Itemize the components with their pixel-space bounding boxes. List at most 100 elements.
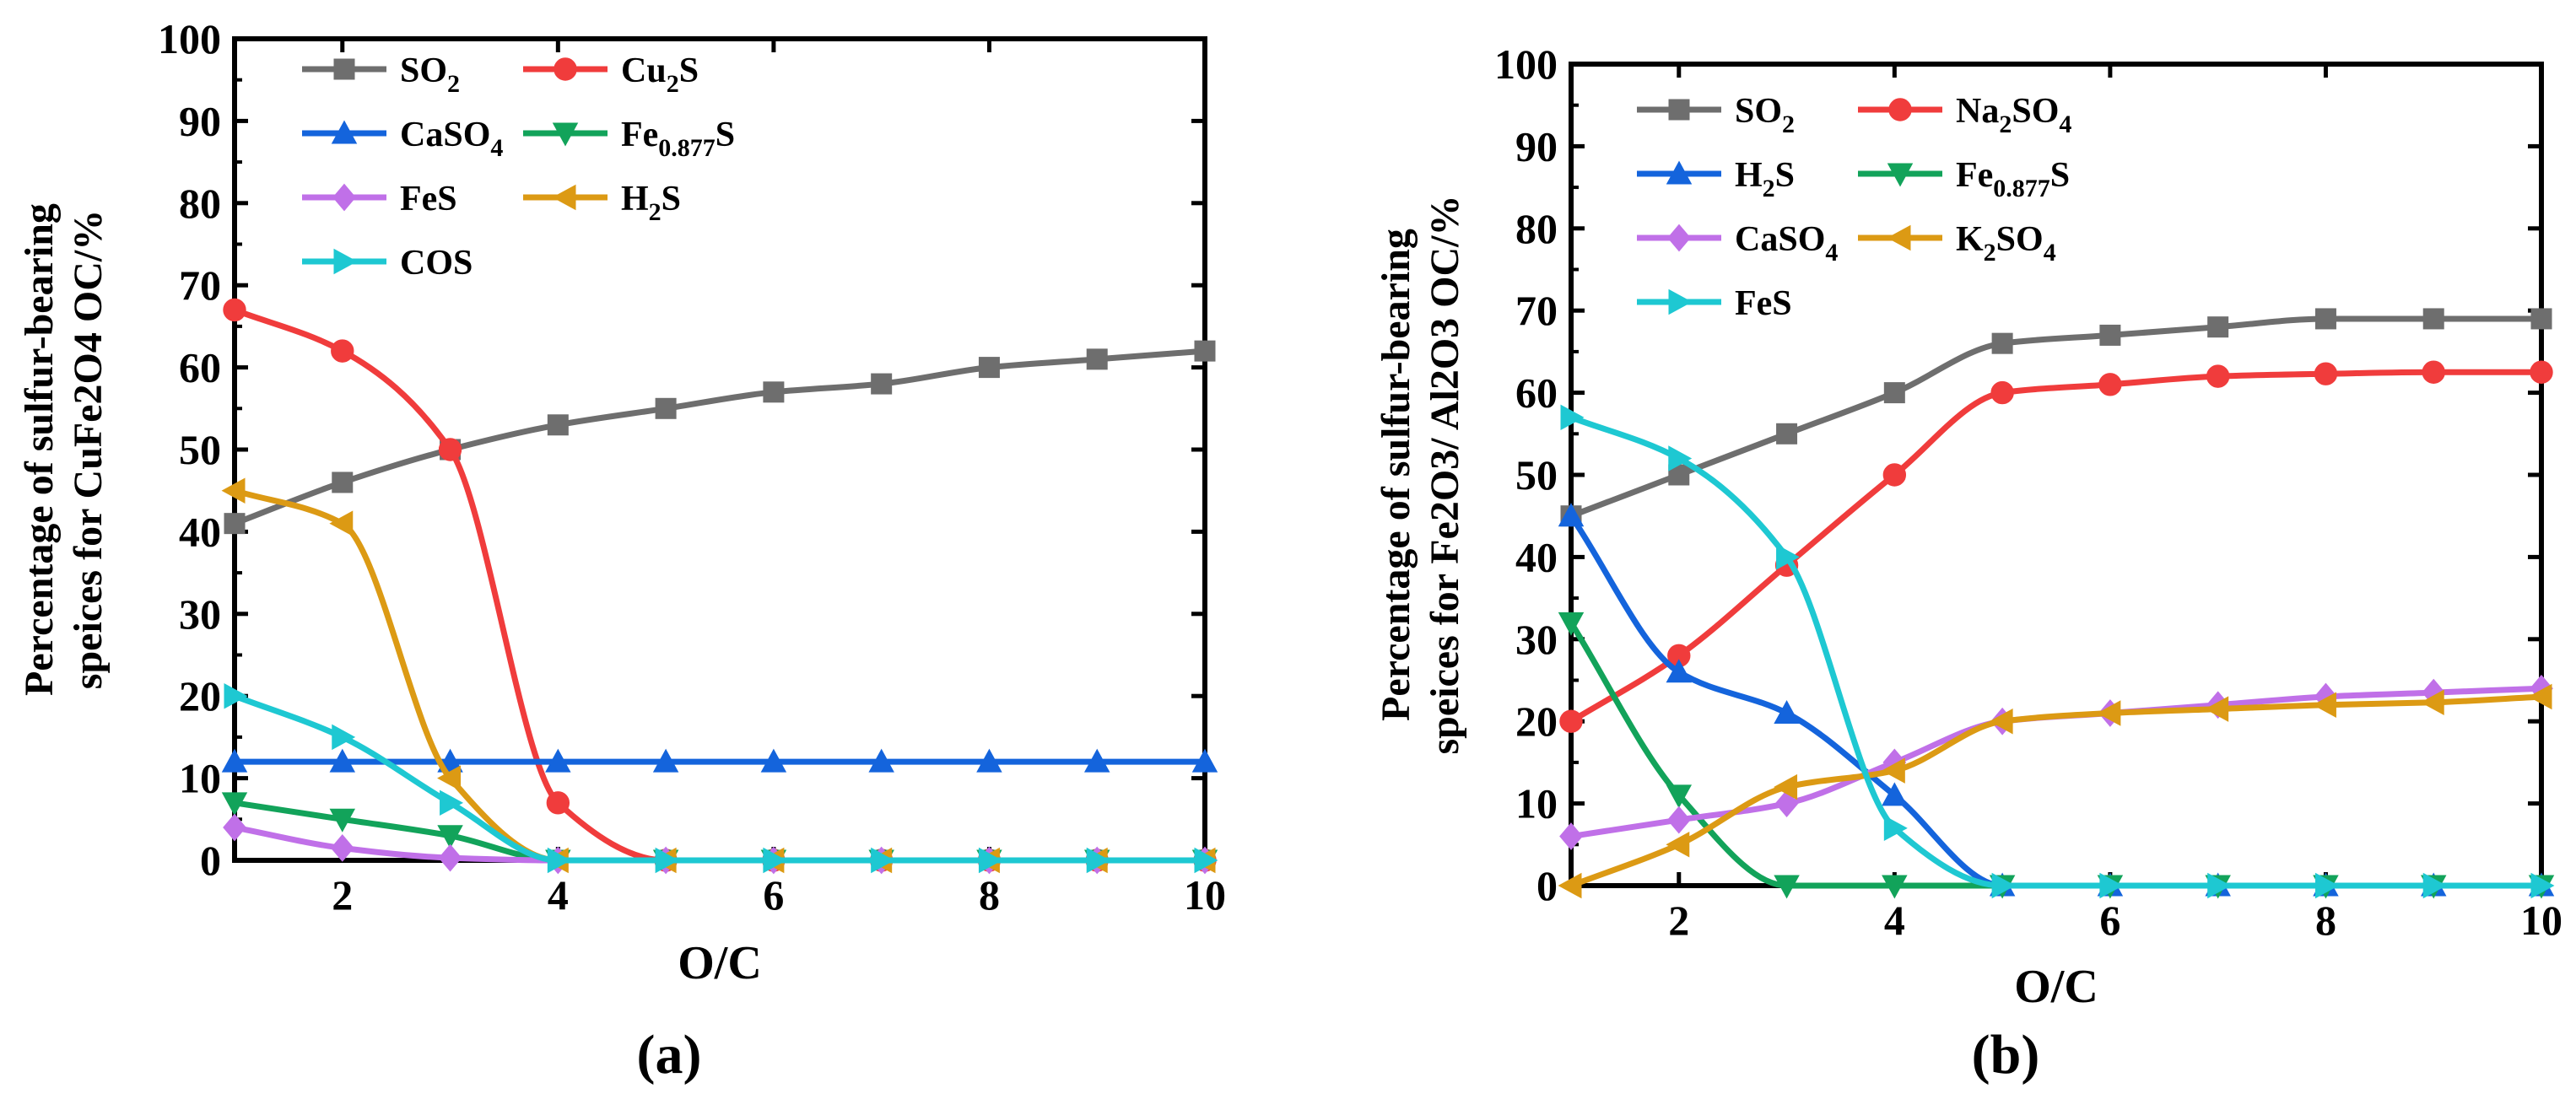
series-Na2SO4 bbox=[1559, 360, 2553, 733]
data-point-COS bbox=[547, 847, 571, 874]
legend-item-H2S: H2S bbox=[523, 180, 681, 226]
data-point-COS bbox=[224, 682, 248, 709]
legend-swatch-marker bbox=[1887, 224, 1911, 251]
data-point-Cu2S bbox=[438, 438, 462, 461]
data-point-FeS bbox=[330, 834, 354, 862]
legend-label: CaSO4 bbox=[1735, 220, 1838, 267]
x-tick-label: 4 bbox=[548, 871, 569, 919]
data-point-COS bbox=[332, 724, 356, 751]
data-point-FeS bbox=[2314, 872, 2339, 899]
data-point-SO2 bbox=[1883, 382, 1905, 404]
data-point-Fe0.877S bbox=[1666, 784, 1693, 809]
data-point-CaSO4 bbox=[1559, 822, 1583, 850]
legend-swatch-marker bbox=[1668, 288, 1693, 315]
y-tick-label: 30 bbox=[179, 590, 221, 638]
y-tick-label: 40 bbox=[179, 508, 221, 555]
x-axis-title: O/C bbox=[678, 937, 762, 989]
data-point-SO2 bbox=[2314, 308, 2336, 330]
legend-item-Cu2S: Cu2S bbox=[523, 51, 699, 98]
data-point-COS bbox=[1194, 847, 1218, 874]
data-point-SO2 bbox=[2207, 316, 2229, 338]
legend-swatch-marker bbox=[1667, 224, 1691, 252]
data-point-Na2SO4 bbox=[2530, 360, 2553, 384]
data-point-CaSO4 bbox=[1191, 748, 1218, 773]
series-Cu2S bbox=[223, 298, 1217, 872]
data-point-H2S bbox=[329, 510, 354, 536]
series-FeS bbox=[1560, 404, 2555, 899]
legend-item-SO2: SO2 bbox=[302, 51, 460, 98]
data-point-CaSO4 bbox=[760, 748, 787, 773]
data-point-CaSO4 bbox=[221, 748, 248, 773]
legend-label: SO2 bbox=[400, 51, 460, 98]
x-tick-label: 10 bbox=[2520, 897, 2562, 944]
y-tick-label: 20 bbox=[179, 672, 221, 719]
y-tick-label: 70 bbox=[179, 261, 221, 309]
legend-item-FeS: FeS bbox=[1637, 284, 1792, 323]
data-point-COS bbox=[440, 789, 463, 816]
data-point-H2S bbox=[1558, 503, 1585, 527]
y-tick-label: 30 bbox=[1515, 616, 1558, 663]
series-line-Fe0.877S bbox=[1568, 619, 2545, 889]
series-COS bbox=[224, 682, 1218, 874]
data-point-SO2 bbox=[978, 357, 1000, 379]
y-axis-title-line: Percentage of sulfur-bearing bbox=[17, 203, 62, 696]
legend-label: FeS bbox=[1735, 284, 1792, 323]
y-axis-title-line: speices for CuFe2O4 OC/% bbox=[66, 210, 111, 689]
legend-label: COS bbox=[400, 244, 473, 283]
legend-label: H2S bbox=[621, 180, 681, 226]
y-axis-title-line: speices for Fe2O3/ Al2O3 OC/% bbox=[1423, 195, 1467, 754]
series-CaSO4 bbox=[221, 748, 1218, 773]
legend-item-SO2: SO2 bbox=[1637, 92, 1795, 138]
series-line-SO2 bbox=[231, 348, 1208, 527]
legend: SO2 Cu2S CaSO4 Fe0.877S FeS H2S COS bbox=[302, 51, 735, 283]
legend-label: SO2 bbox=[1735, 92, 1795, 138]
legend-label: Fe0.877S bbox=[1956, 156, 2070, 202]
data-point-FeS bbox=[1883, 815, 1908, 842]
series-line-K2SO4 bbox=[1568, 693, 2545, 889]
data-point-SO2 bbox=[224, 513, 246, 535]
y-tick-label: 60 bbox=[179, 344, 221, 391]
legend-swatch-marker bbox=[333, 248, 358, 275]
data-point-SO2 bbox=[2530, 308, 2552, 330]
legend-label: Fe0.877S bbox=[621, 116, 735, 162]
y-tick-label: 0 bbox=[200, 837, 221, 884]
data-point-COS bbox=[763, 847, 787, 874]
data-point-Fe0.877S bbox=[329, 808, 356, 832]
data-point-Cu2S bbox=[546, 791, 570, 815]
panel-label: (a) bbox=[637, 1024, 702, 1086]
data-point-Fe0.877S bbox=[221, 792, 248, 816]
data-point-SO2 bbox=[1991, 332, 2013, 354]
series-line-CaSO4 bbox=[1568, 685, 2545, 840]
series-H2S bbox=[221, 477, 1216, 874]
data-point-H2S bbox=[437, 765, 462, 791]
data-point-SO2 bbox=[1086, 348, 1108, 370]
chart-panel-b: 0 10 20 30 40 50 60 70 80 90 100 2 4 6 8 10 O/C Percentag… bbox=[1374, 40, 2562, 1086]
legend-label: Cu2S bbox=[621, 51, 699, 98]
legend-swatch-marker bbox=[552, 184, 576, 211]
data-point-Na2SO4 bbox=[2098, 373, 2122, 396]
y-tick-label: 50 bbox=[1515, 451, 1558, 498]
chart-panel-a: 0 10 20 30 40 50 60 70 80 90 100 2 4 6 8 10 O/C Percentag… bbox=[17, 15, 1226, 1086]
legend-swatch-marker bbox=[331, 120, 358, 144]
data-point-K2SO4 bbox=[1558, 872, 1582, 899]
data-point-K2SO4 bbox=[1666, 832, 1690, 858]
y-tick-label: 100 bbox=[158, 15, 221, 62]
data-point-COS bbox=[871, 847, 895, 874]
legend-swatch-marker bbox=[1887, 163, 1914, 187]
legend-swatch-marker bbox=[552, 122, 579, 147]
data-point-K2SO4 bbox=[2420, 689, 2444, 716]
legend-item-K2SO4: K2SO4 bbox=[1858, 220, 2056, 267]
series-line-Cu2S bbox=[231, 306, 1208, 864]
series-line-FeS bbox=[231, 824, 1208, 864]
y-tick-label: 80 bbox=[1515, 205, 1558, 252]
data-point-H2S bbox=[1882, 782, 1908, 806]
data-point-CaSO4 bbox=[329, 748, 356, 773]
data-point-FeS bbox=[2207, 872, 2232, 899]
y-tick-label: 20 bbox=[1515, 698, 1558, 745]
data-point-COS bbox=[655, 847, 679, 874]
x-tick-label: 8 bbox=[2315, 897, 2336, 944]
series-K2SO4 bbox=[1558, 683, 2552, 899]
y-axis-title-line: Percentage of sulfur-bearing bbox=[1374, 229, 1418, 721]
data-point-SO2 bbox=[1776, 423, 1798, 445]
data-point-CaSO4 bbox=[652, 748, 679, 773]
